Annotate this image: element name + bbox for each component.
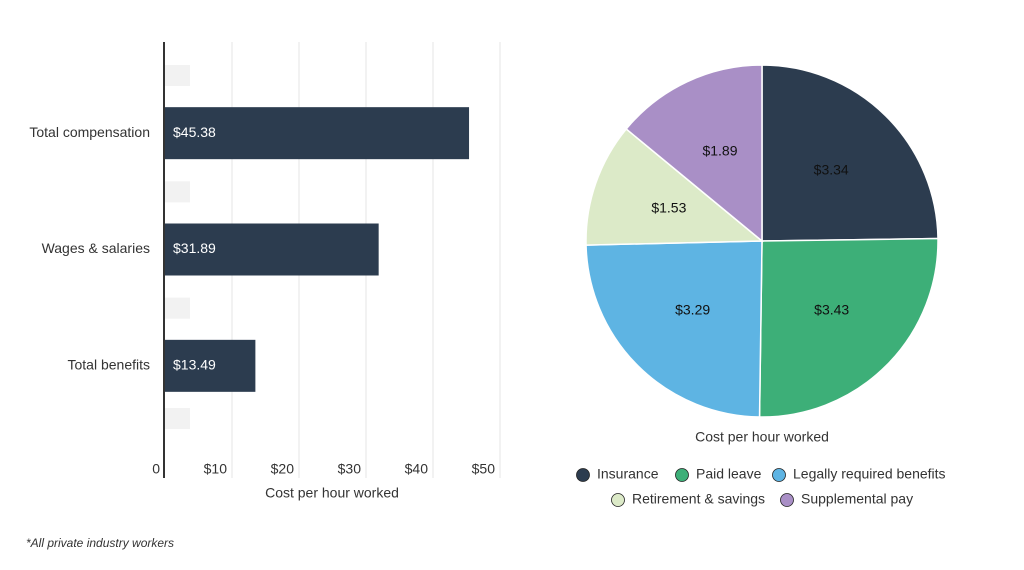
value-label: $3.34 [814, 162, 849, 178]
x-tick-label: $50 [472, 461, 496, 477]
y-tick-label: Wages & salaries [42, 240, 150, 256]
placeholder [165, 408, 190, 429]
x-axis-label: Cost per hour worked [265, 485, 399, 501]
bar [165, 339, 256, 392]
legend-marker [611, 493, 625, 507]
value-label: $3.43 [814, 301, 849, 317]
legend-label: Paid leave [696, 466, 762, 482]
legend-marker [780, 493, 794, 507]
value-label: $1.89 [702, 143, 737, 159]
value-label: $1.53 [651, 199, 686, 215]
y-tick-label: Total benefits [68, 357, 151, 373]
legend-label: Legally required benefits [793, 466, 946, 482]
placeholder [165, 297, 190, 319]
x-tick-label: $30 [338, 461, 362, 477]
pie-slice [625, 64, 763, 243]
pie-slice [585, 240, 763, 418]
pie-slice [761, 64, 939, 242]
placeholder [165, 65, 190, 86]
footnote: *All private industry workers [26, 536, 174, 550]
x-tick-label: $20 [271, 461, 295, 477]
value-label: $13.49 [173, 357, 216, 373]
legend-label: Supplemental pay [801, 491, 913, 507]
x-tick-label: $10 [204, 461, 228, 477]
legend-marker [772, 468, 786, 482]
x-tick-label: 0 [152, 461, 160, 477]
x-axis-label: Cost per hour worked [695, 429, 829, 445]
bar [165, 223, 379, 276]
legend-marker [675, 468, 689, 482]
placeholder [165, 181, 190, 203]
x-tick-label: $40 [405, 461, 429, 477]
legend-label: Retirement & savings [632, 491, 765, 507]
value-label: $3.29 [675, 302, 710, 318]
value-label: $45.38 [173, 124, 216, 140]
value-label: $31.89 [173, 240, 216, 256]
legend-marker [576, 468, 590, 482]
y-tick-label: Total compensation [29, 124, 150, 140]
pie-slice [585, 127, 765, 246]
legend-label: Insurance [597, 466, 659, 482]
pie-slice [758, 237, 939, 418]
bar [165, 107, 470, 160]
